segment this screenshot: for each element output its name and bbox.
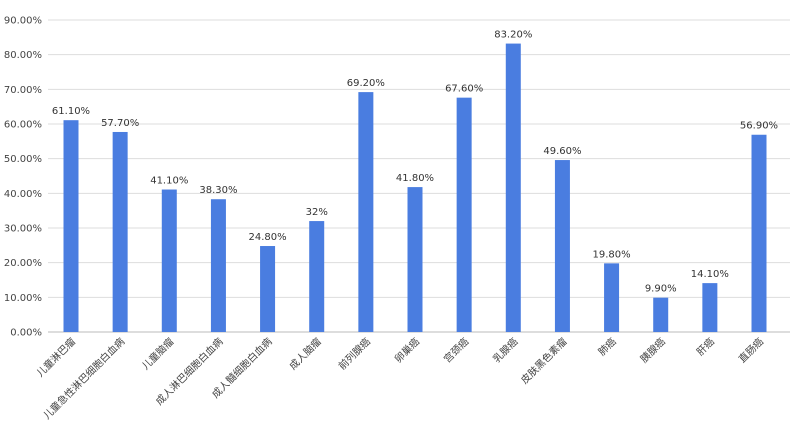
x-category-label: 直肠癌 — [736, 335, 766, 365]
x-category-label: 皮肤黑色素瘤 — [518, 335, 570, 387]
bar — [260, 246, 276, 332]
x-category-label: 肝癌 — [694, 335, 717, 358]
data-label: 49.60% — [543, 146, 581, 157]
bar — [456, 97, 472, 332]
bar — [112, 131, 128, 332]
x-category-label: 成人脑瘤 — [286, 335, 323, 372]
bar — [407, 187, 423, 332]
y-tick-label: 30.00% — [4, 224, 42, 235]
y-tick-label: 80.00% — [4, 50, 42, 61]
bars — [63, 43, 767, 333]
y-tick-label: 60.00% — [4, 120, 42, 131]
y-tick-label: 10.00% — [4, 293, 42, 304]
y-tick-label: 70.00% — [4, 85, 42, 96]
bar — [309, 221, 325, 332]
bar — [63, 120, 79, 332]
x-category-label: 卵巢癌 — [392, 335, 422, 365]
y-tick-label: 50.00% — [4, 154, 42, 165]
data-label: 67.60% — [445, 84, 483, 95]
data-label: 56.90% — [740, 121, 778, 132]
y-tick-label: 20.00% — [4, 258, 42, 269]
data-label: 9.90% — [645, 284, 677, 295]
y-tick-label: 0.00% — [10, 328, 42, 339]
data-label: 41.80% — [396, 173, 434, 184]
bar — [554, 160, 570, 332]
data-label: 32% — [306, 207, 328, 218]
data-label: 19.80% — [593, 249, 631, 260]
x-category-label: 儿童淋巴瘤 — [34, 335, 79, 380]
x-category-label: 儿童脑瘤 — [139, 335, 176, 372]
x-category-label: 胰腺癌 — [637, 335, 667, 365]
x-category-label: 乳腺癌 — [490, 335, 520, 365]
y-axis-ticks: 0.00% 10.00% 20.00% 30.00% 40.00% 50.00% 60.00… — [4, 16, 42, 339]
data-label: 24.80% — [249, 232, 287, 243]
bar — [161, 189, 177, 332]
y-tick-label: 40.00% — [4, 189, 42, 200]
bar — [210, 199, 226, 332]
bar — [505, 43, 521, 332]
bar — [358, 92, 374, 333]
data-labels: 61.10% 57.70% 41.10% 38.30% 24.80% 32% 69.20% 4… — [52, 30, 778, 295]
data-label: 61.10% — [52, 106, 90, 117]
y-tick-label: 90.00% — [4, 16, 42, 27]
data-label: 57.70% — [101, 118, 139, 129]
x-category-label: 儿童急性淋巴细胞白血病 — [40, 335, 127, 422]
x-category-label: 前列腺癌 — [336, 335, 373, 372]
x-category-label: 宫颈癌 — [441, 335, 471, 365]
data-label: 38.30% — [199, 185, 237, 196]
x-category-label: 肺癌 — [595, 335, 618, 358]
data-label: 14.10% — [691, 269, 729, 280]
bar — [604, 263, 620, 332]
bar — [751, 134, 767, 332]
data-label: 41.10% — [150, 176, 188, 187]
data-label: 83.20% — [494, 30, 532, 41]
bar — [653, 297, 669, 332]
data-label: 69.20% — [347, 78, 385, 89]
bar — [702, 283, 718, 332]
